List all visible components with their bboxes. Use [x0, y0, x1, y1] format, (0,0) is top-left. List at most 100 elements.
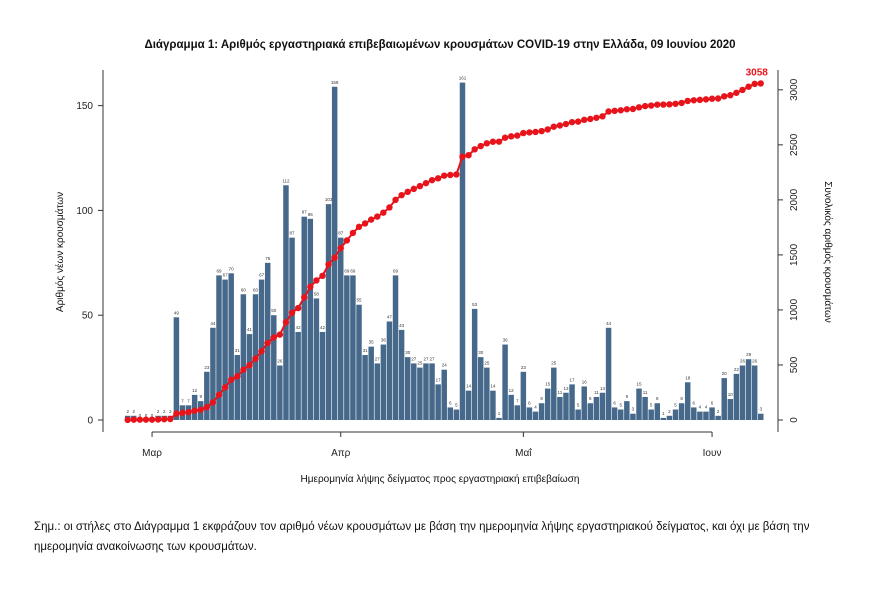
bar: [514, 405, 521, 420]
cumulative-point: [343, 237, 351, 244]
cumulative-point: [221, 384, 229, 391]
bar: [697, 411, 703, 420]
cumulative-point: [167, 415, 174, 423]
cumulative-point: [599, 113, 606, 120]
cumulative-point: [660, 101, 667, 108]
bar: [630, 413, 636, 420]
cumulative-point: [733, 89, 740, 96]
bar-value-label: 12: [509, 388, 515, 393]
bar-value-label: 1: [662, 411, 665, 416]
cumulative-point: [757, 80, 764, 87]
bar-value-label: 16: [582, 379, 588, 384]
cumulative-point: [702, 96, 710, 103]
bar-value-label: 36: [381, 338, 387, 343]
cumulative-point: [447, 171, 454, 179]
bar-value-label: 5: [674, 403, 677, 408]
cumulative-point: [294, 304, 302, 312]
bar: [532, 411, 539, 420]
x-tick-label: Μαρ: [142, 448, 162, 459]
bar: [721, 378, 727, 420]
bar-value-label: 44: [606, 321, 612, 326]
cumulative-point: [380, 209, 387, 216]
bar: [703, 411, 709, 420]
bar: [301, 216, 307, 420]
bar: [356, 304, 362, 420]
bar-value-label: 0: [145, 413, 148, 418]
bar-value-label: 0: [139, 413, 142, 418]
bar: [508, 394, 514, 420]
cumulative-point: [568, 118, 576, 126]
cumulative-point: [246, 361, 253, 369]
cumulative-point: [161, 416, 168, 423]
cumulative-point: [453, 171, 460, 178]
bar: [478, 357, 484, 420]
bar: [216, 275, 222, 420]
bar-value-label: 69: [216, 268, 222, 273]
bar-value-label: 7: [187, 398, 190, 403]
bar: [648, 409, 654, 420]
bar-value-label: 58: [314, 291, 320, 296]
bar-value-label: 30: [405, 350, 411, 355]
bar-value-label: 14: [490, 384, 496, 389]
cumulative-point: [264, 339, 271, 347]
bar-value-label: 103: [325, 197, 333, 202]
bar-value-label: 50: [271, 308, 277, 313]
bar: [751, 365, 758, 420]
bar-value-label: 0: [151, 413, 154, 418]
bar-value-label: 7: [181, 398, 184, 403]
bar-value-label: 6: [449, 400, 452, 405]
bar: [465, 390, 472, 420]
cumulative-point: [319, 272, 326, 280]
bar: [228, 273, 234, 420]
bar-value-label: 5: [577, 403, 580, 408]
bar: [581, 386, 587, 420]
bar-value-label: 27: [375, 356, 381, 361]
y-tick-label: 100: [76, 206, 93, 217]
bar-value-label: 43: [399, 323, 405, 328]
y2-tick-label: 2000: [789, 188, 800, 211]
bar: [289, 237, 295, 420]
cumulative-point: [562, 120, 570, 128]
bar-value-label: 97: [302, 210, 308, 215]
bar: [636, 388, 642, 420]
cumulative-point: [507, 133, 515, 140]
cumulative-point: [258, 348, 265, 355]
cumulative-point: [605, 108, 612, 115]
cumulative-point: [623, 106, 631, 113]
bar-value-label: 2: [133, 409, 136, 414]
cumulative-point: [386, 204, 393, 211]
bar: [392, 275, 399, 420]
cumulative-point: [434, 175, 442, 182]
bar-value-label: 60: [241, 287, 247, 292]
chart: Διάγραμμα 1: Αριθμός εργαστηριακά επιβεβ…: [54, 39, 834, 485]
bar: [435, 384, 441, 420]
y-tick-label: 150: [76, 101, 93, 112]
cumulative-point: [593, 114, 600, 121]
y2-tick-label: 2500: [789, 133, 800, 156]
bar-value-label: 159: [331, 80, 339, 85]
bar-value-label: 23: [204, 365, 210, 370]
bar-value-label: 60: [253, 287, 259, 292]
cumulative-point: [130, 416, 137, 423]
bar: [672, 409, 679, 420]
cumulative-point: [708, 95, 716, 102]
bar: [368, 346, 374, 420]
cumulative-point: [495, 138, 503, 145]
bar: [429, 363, 435, 420]
y2-axis-label: Συνολικός αριθμός κρουσμάτων: [822, 181, 834, 323]
cumulative-point: [647, 102, 655, 109]
bar: [362, 355, 368, 420]
bar-value-label: 31: [235, 348, 241, 353]
cumulative-point: [349, 229, 357, 237]
bar-value-label: 42: [296, 325, 302, 330]
bar-value-label: 3: [632, 407, 635, 412]
bar-value-label: 6: [528, 400, 531, 405]
bar: [599, 392, 606, 420]
bar: [733, 373, 740, 420]
cumulative-point: [574, 118, 582, 125]
bar: [496, 417, 502, 420]
bar: [246, 334, 253, 420]
bar: [398, 329, 405, 420]
cumulative-point: [203, 404, 211, 411]
